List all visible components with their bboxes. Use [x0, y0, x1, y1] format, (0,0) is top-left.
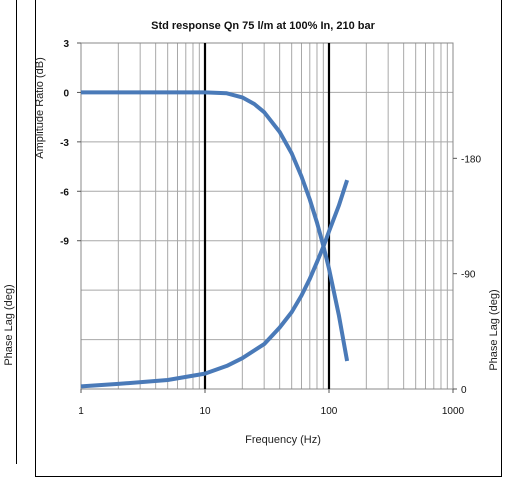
- right-tick-label: -90: [461, 270, 476, 281]
- data-series: [80, 90, 350, 389]
- right-tick-label: -180: [461, 154, 481, 165]
- left-axis-ticks: 3 0 -3 -6 -9: [60, 39, 81, 248]
- chart-frame: [35, 0, 502, 477]
- left-tick-label: -6: [60, 187, 69, 198]
- plot-border: [80, 42, 454, 390]
- x-tick-label: 100: [321, 406, 338, 417]
- x-tick-label: 1000: [442, 406, 465, 417]
- left-tick-label: -3: [60, 138, 69, 149]
- x-tick-label: 1: [78, 406, 84, 417]
- left-tick-label: -9: [60, 237, 69, 248]
- grid-lines: [81, 43, 453, 389]
- clipped-phase-axis-label: Phase Lag (deg): [3, 284, 15, 365]
- left-tick-label: 0: [63, 88, 69, 99]
- x-axis-label: Frequency (Hz): [245, 434, 321, 446]
- x-axis-ticks: 1 10 100 1000: [78, 389, 465, 417]
- clipped-left-chart-frame: [0, 0, 17, 464]
- amplitude-curve: [81, 90, 350, 362]
- phase-curve: [80, 179, 350, 389]
- left-axis-label: Amplitude Ratio (dB): [34, 57, 46, 159]
- left-tick-label: 3: [63, 39, 69, 50]
- x-tick-label: 10: [199, 406, 211, 417]
- chart-title: Std response Qn 75 l/m at 100% In, 210 b…: [151, 20, 375, 32]
- decade-lines: [203, 43, 331, 389]
- right-tick-label: 0: [461, 385, 467, 396]
- right-axis-label: Phase Lag (deg): [488, 289, 500, 370]
- right-axis-ticks: -180 -90 0: [453, 154, 481, 396]
